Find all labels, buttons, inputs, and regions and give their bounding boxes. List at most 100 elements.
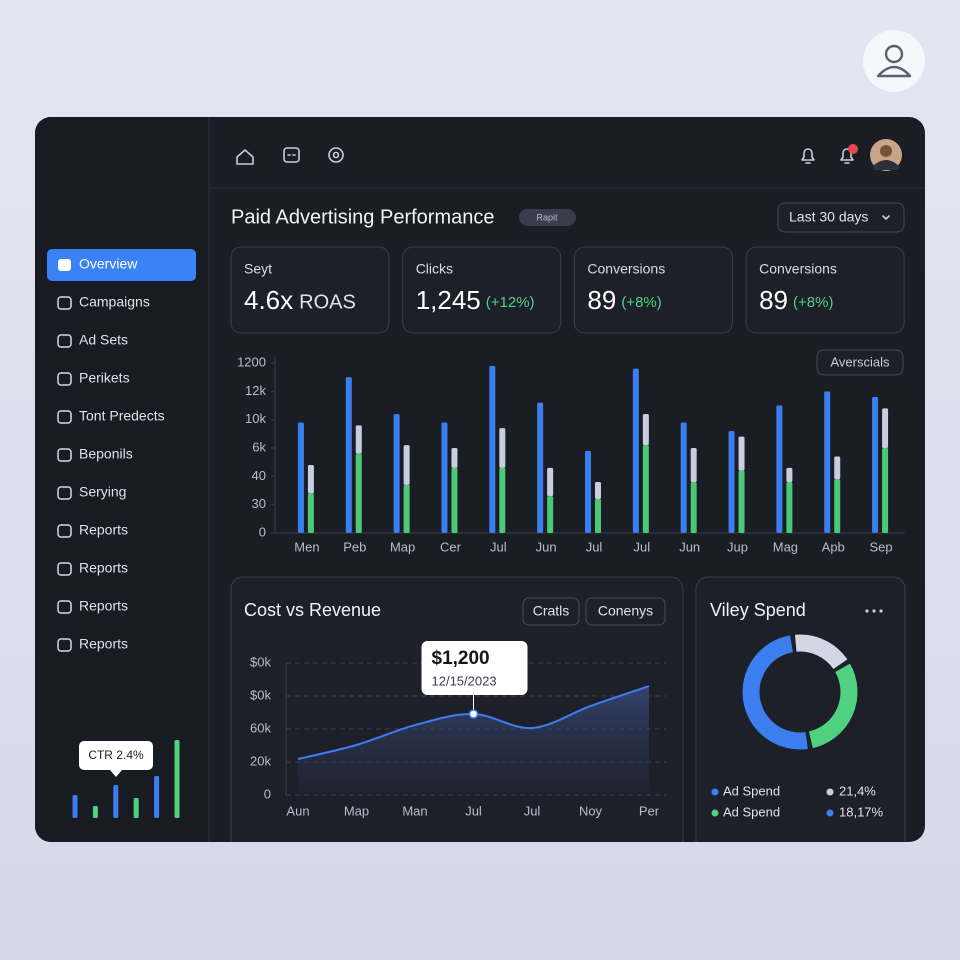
page-title: Paid Advertising Performance <box>231 206 494 228</box>
x-tick-label: Peb <box>343 539 366 554</box>
kpi-value: 89 <box>759 285 788 315</box>
nav-icon <box>57 448 72 462</box>
mini-bar <box>154 776 160 818</box>
kpi-value: 1,245 <box>416 285 481 315</box>
nav-icon <box>57 410 72 424</box>
x-tick-label: Map <box>344 803 369 818</box>
bar <box>499 467 506 533</box>
y-tick-label: 0 <box>259 524 266 539</box>
nav-item[interactable]: Reports <box>57 598 128 614</box>
card-button[interactable]: Conenys <box>585 597 666 626</box>
avatar-part <box>873 160 899 170</box>
kpi-unit: ROAS <box>299 291 356 313</box>
bar <box>595 499 601 533</box>
more-menu[interactable] <box>865 609 883 613</box>
home-icon[interactable] <box>236 149 254 165</box>
nav-label: Reports <box>79 598 128 614</box>
date-range-button-part <box>777 202 905 233</box>
nav-label: Tont Predects <box>79 408 165 424</box>
notification-icon[interactable] <box>840 148 854 164</box>
kpi-value: 89 <box>587 285 616 315</box>
annotation-title: $1,200 <box>432 648 490 669</box>
nav-item[interactable]: Serying <box>57 484 126 500</box>
bell-icon[interactable] <box>801 148 815 164</box>
bar <box>642 414 649 446</box>
bar <box>690 482 697 533</box>
nav-item[interactable]: Ad Sets <box>57 332 128 348</box>
y-tick-label: 20k <box>250 753 271 768</box>
annotation-box <box>421 640 528 695</box>
legend-value: 21,4% <box>839 783 876 798</box>
calendar-icon-part <box>283 147 300 163</box>
bar <box>307 493 314 533</box>
x-tick-label: Per <box>639 803 660 818</box>
user-button[interactable] <box>863 30 925 92</box>
nav-item[interactable]: Beponils <box>57 446 133 462</box>
card <box>695 576 906 842</box>
kpi-card-bg <box>230 246 390 334</box>
bar <box>728 431 735 533</box>
annotation-subtitle: 12/15/2023 <box>432 673 497 688</box>
x-tick-label: Jun <box>536 539 557 554</box>
legend-label: Ad Spend <box>723 804 780 819</box>
y-tick-label: $0k <box>250 687 271 702</box>
kpi-card: Seyt 4.6x ROAS <box>230 246 390 334</box>
notification-dot <box>848 144 858 154</box>
more-dot <box>879 609 883 613</box>
y-tick-label: 60k <box>250 720 271 735</box>
nav-active-bg <box>47 249 196 281</box>
bar <box>738 470 745 533</box>
x-tick-label: Jup <box>727 539 748 554</box>
nav-item[interactable]: Perikets <box>57 370 130 386</box>
calendar-icon[interactable] <box>283 147 300 163</box>
nav-item[interactable]: Reports <box>57 560 128 576</box>
bar <box>680 422 687 533</box>
chart-button[interactable]: Averscials <box>816 349 904 376</box>
bell-icon-part <box>801 148 815 164</box>
avatar-part <box>880 145 892 157</box>
date-range-button[interactable]: Last 30 days <box>777 202 905 233</box>
tooltip-box <box>79 741 153 770</box>
mini-bar <box>72 795 78 818</box>
nav-icon <box>57 524 72 538</box>
bar <box>489 365 496 533</box>
kpi-card-bg <box>573 246 733 334</box>
nav-item[interactable]: Overview <box>47 249 196 281</box>
nav-item[interactable]: Campaigns <box>57 294 150 310</box>
kpi-change: (+8%) <box>621 294 661 311</box>
nav-label: Overview <box>79 256 138 272</box>
mini-bar <box>174 740 180 818</box>
legend-label: Ad Spend <box>723 783 780 798</box>
bar <box>547 496 554 533</box>
nav-item[interactable]: Tont Predects <box>57 408 165 424</box>
bar <box>882 408 889 448</box>
bar <box>585 450 591 533</box>
chart-button-bg <box>816 349 904 376</box>
bar <box>441 422 448 533</box>
card-button[interactable]: Cratls <box>522 597 580 626</box>
tooltip-text: CTR 2.4% <box>88 748 144 762</box>
nav-label: Reports <box>79 636 128 652</box>
bar <box>307 465 314 494</box>
bar <box>834 479 841 533</box>
nav-label: Serying <box>79 484 126 500</box>
x-tick-label: Mag <box>773 539 798 554</box>
donut-segment <box>742 635 808 750</box>
mini-bar <box>133 798 139 818</box>
x-tick-label: Jul <box>465 803 482 818</box>
card-button-bg <box>522 597 580 626</box>
mini-bar <box>113 785 119 818</box>
bar <box>297 422 304 533</box>
nav-item[interactable]: Reports <box>57 636 128 652</box>
bar <box>834 456 841 480</box>
nav-item[interactable]: Reports <box>57 522 128 538</box>
kpi-change: (+8%) <box>793 294 833 311</box>
avatar[interactable] <box>870 139 902 171</box>
settings-icon[interactable] <box>328 147 344 163</box>
nav-icon <box>57 334 72 348</box>
legend-value-dot <box>826 788 834 796</box>
x-tick-label: Jun <box>679 539 700 554</box>
settings-icon-part <box>328 147 344 163</box>
bar <box>786 467 793 482</box>
